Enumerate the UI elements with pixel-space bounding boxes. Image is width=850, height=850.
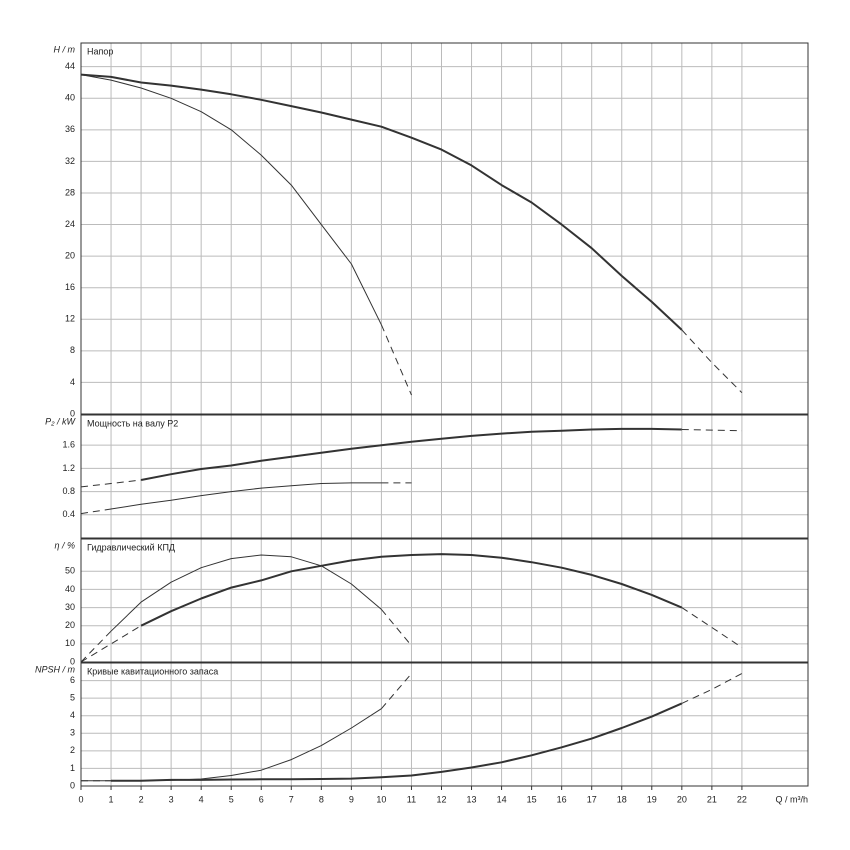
y-tick-label: 1.6 xyxy=(62,440,75,450)
x-tick-label: 1 xyxy=(109,794,114,804)
y-tick-label: 12 xyxy=(65,314,75,324)
y-tick-label: 40 xyxy=(65,584,75,594)
panel-frame xyxy=(80,42,809,415)
y-axis-label: H / m xyxy=(54,44,76,54)
x-tick-label: 16 xyxy=(557,794,567,804)
x-tick-label: 17 xyxy=(587,794,597,804)
y-tick-label: 3 xyxy=(70,728,75,738)
panel-title: Кривые кавитационного запаса xyxy=(87,666,218,676)
panel-title: Гидравлический КПД xyxy=(87,542,175,552)
y-tick-label: 8 xyxy=(70,345,75,355)
x-tick-label: 10 xyxy=(376,794,386,804)
y-tick-label: 16 xyxy=(65,282,75,292)
y-tick-label: 40 xyxy=(65,93,75,103)
y-tick-label: 6 xyxy=(70,675,75,685)
x-tick-label: 3 xyxy=(169,794,174,804)
curve xyxy=(110,482,382,510)
curve xyxy=(681,329,743,394)
y-tick-label: 5 xyxy=(70,693,75,703)
curve xyxy=(681,429,742,432)
curve xyxy=(111,702,683,782)
y-tick-label: 0.4 xyxy=(62,509,75,519)
x-tick-label: 0 xyxy=(78,794,83,804)
curve xyxy=(380,324,412,396)
panel-title: Мощность на валу P2 xyxy=(87,418,178,428)
x-tick-label: 15 xyxy=(527,794,537,804)
x-tick-label: 12 xyxy=(436,794,446,804)
y-tick-label: 32 xyxy=(65,156,75,166)
y-tick-label: 44 xyxy=(65,61,75,71)
panel-frame xyxy=(80,662,809,787)
y-tick-label: 0 xyxy=(70,656,75,666)
curve xyxy=(140,427,682,481)
y-tick-label: 0 xyxy=(70,780,75,790)
x-tick-label: 4 xyxy=(199,794,204,804)
y-tick-label: 1.2 xyxy=(62,463,75,473)
x-tick-label: 2 xyxy=(139,794,144,804)
x-axis-label: Q / m³/h xyxy=(775,794,808,804)
y-axis-label: P₂ / kW xyxy=(45,416,76,426)
y-tick-label: 24 xyxy=(65,219,75,229)
panel-frame xyxy=(80,414,809,539)
x-tick-label: 14 xyxy=(497,794,507,804)
curve xyxy=(80,73,683,331)
x-tick-label: 6 xyxy=(259,794,264,804)
panel-title: Напор xyxy=(87,46,113,56)
curve xyxy=(80,479,142,488)
y-tick-label: 0.8 xyxy=(62,486,75,496)
x-tick-label: 13 xyxy=(467,794,477,804)
x-tick-label: 9 xyxy=(349,794,354,804)
curve xyxy=(80,74,382,326)
y-tick-label: 28 xyxy=(65,187,75,197)
curve xyxy=(80,508,112,515)
curve xyxy=(140,553,683,627)
y-tick-label: 4 xyxy=(70,710,75,720)
x-tick-label: 21 xyxy=(707,794,717,804)
x-tick-label: 11 xyxy=(407,794,416,804)
y-tick-label: 20 xyxy=(65,620,75,630)
curve xyxy=(381,609,412,647)
y-tick-label: 0 xyxy=(70,408,75,418)
y-tick-label: 30 xyxy=(65,602,75,612)
y-tick-label: 20 xyxy=(65,251,75,261)
x-tick-label: 22 xyxy=(737,794,747,804)
y-axis-label: η / % xyxy=(54,540,75,550)
x-tick-label: 18 xyxy=(617,794,627,804)
x-tick-label: 8 xyxy=(319,794,324,804)
y-tick-label: 50 xyxy=(65,566,75,576)
x-tick-label: 19 xyxy=(647,794,657,804)
x-tick-label: 5 xyxy=(229,794,234,804)
y-tick-label: 10 xyxy=(65,638,75,648)
y-tick-label: 1 xyxy=(70,763,75,773)
y-tick-label: 4 xyxy=(70,377,75,387)
y-tick-label: 2 xyxy=(70,745,75,755)
x-tick-label: 20 xyxy=(677,794,687,804)
curve xyxy=(681,607,743,648)
y-axis-label: NPSH / m xyxy=(35,664,76,674)
panel-frame xyxy=(80,538,809,663)
curve xyxy=(110,554,382,632)
curve xyxy=(81,708,382,782)
y-tick-label: 36 xyxy=(65,124,75,134)
x-tick-label: 7 xyxy=(289,794,294,804)
curve xyxy=(381,673,412,710)
